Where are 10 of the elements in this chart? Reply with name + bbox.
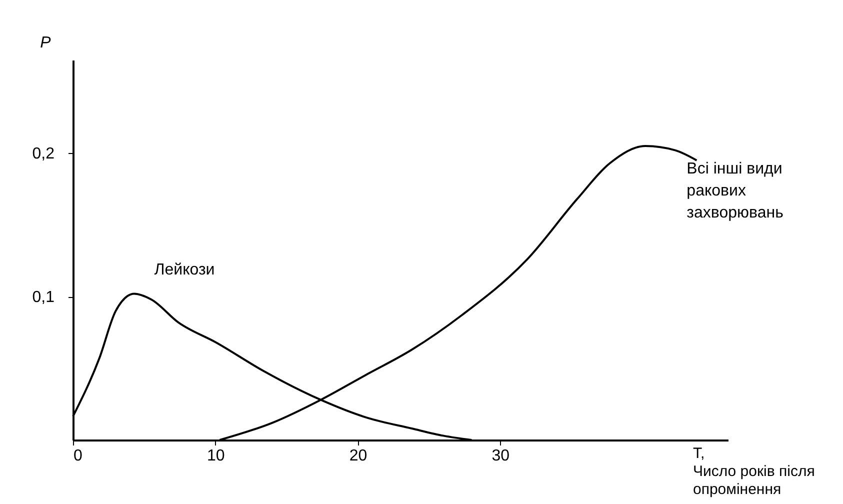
y-tick-label: 0,1 — [32, 289, 55, 306]
x-tick-label: 0 — [74, 448, 82, 464]
x-tick-label: 10 — [206, 448, 225, 464]
y-axis-title: P — [40, 34, 52, 52]
x-axis-title: T, Число років після опромінення — [693, 445, 815, 498]
x-tick-label: 30 — [492, 448, 510, 464]
x-tick-label: 20 — [349, 448, 368, 464]
series-label: Лейкози — [154, 262, 215, 279]
y-tick-label: 0,2 — [32, 146, 55, 163]
series-label: Всі інші види ракових захворювань — [686, 160, 784, 222]
